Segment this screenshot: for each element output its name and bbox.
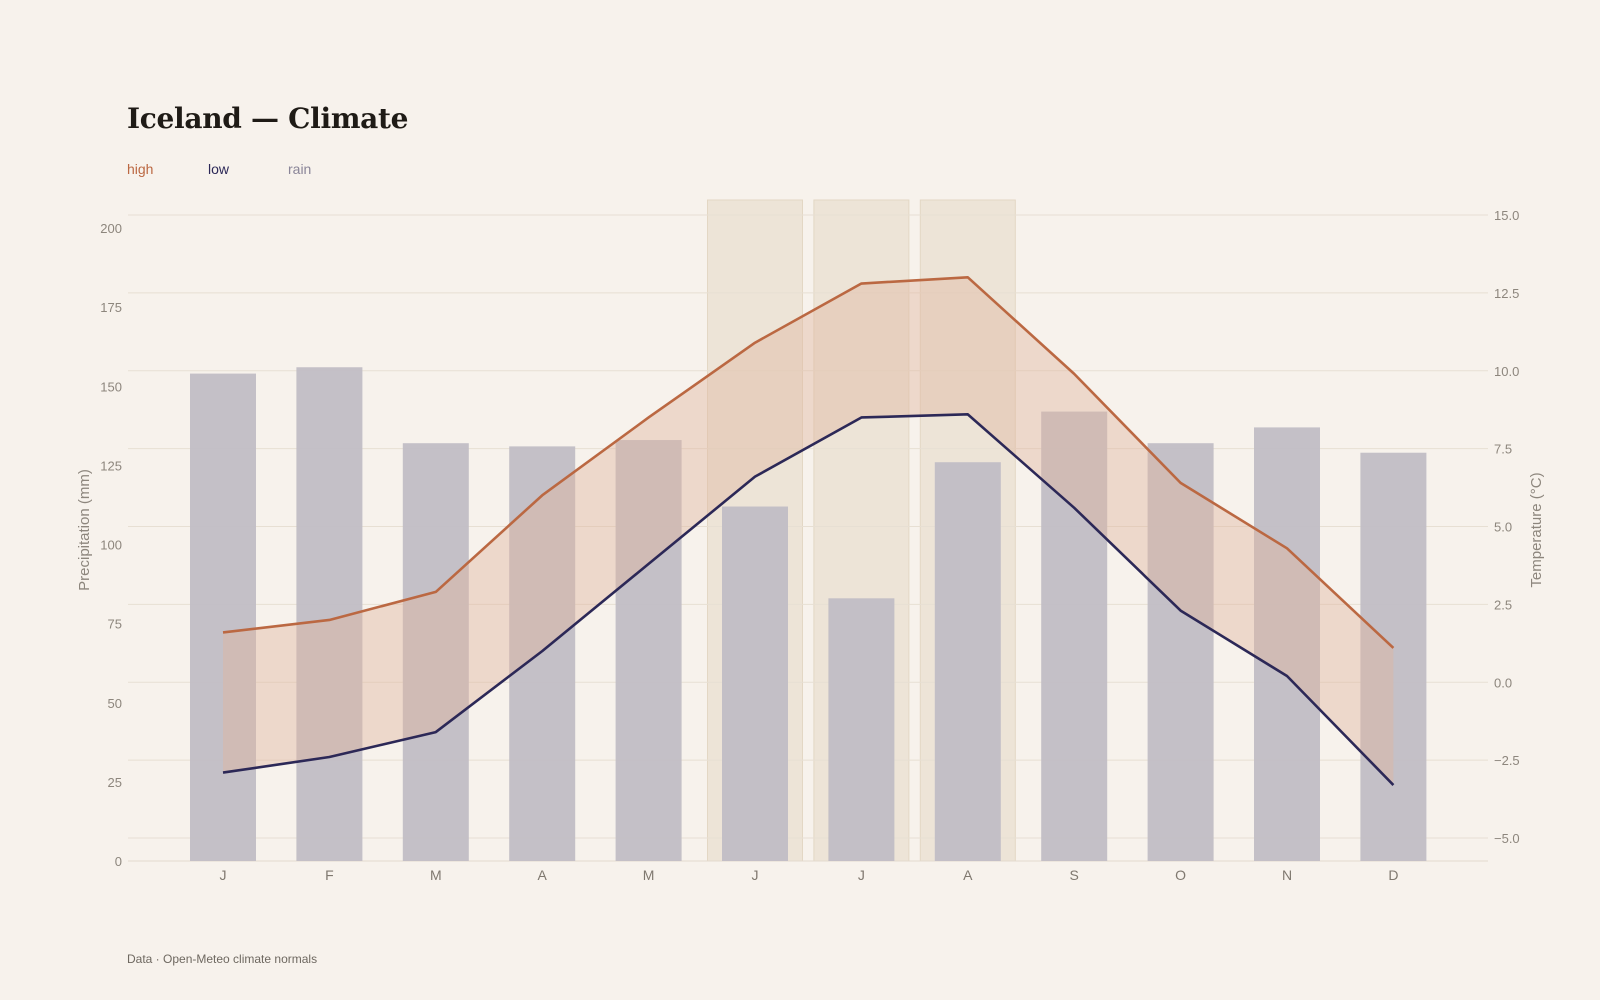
footer-source: Data · Open-Meteo climate normals bbox=[127, 952, 318, 966]
yleft-tick-8: 200 bbox=[100, 221, 122, 236]
x-tick-11: D bbox=[1388, 867, 1398, 883]
yleft-tick-0: 0 bbox=[115, 854, 122, 869]
rain-bar-8 bbox=[1041, 411, 1108, 861]
yright-tick-3: 2.5 bbox=[1494, 597, 1512, 612]
yleft-tick-7: 175 bbox=[100, 300, 122, 315]
yleft-tick-2: 50 bbox=[108, 696, 122, 711]
x-tick-6: J bbox=[858, 867, 865, 883]
x-tick-4: M bbox=[643, 867, 655, 883]
rain-bar-11 bbox=[1360, 452, 1427, 861]
x-tick-3: A bbox=[538, 867, 548, 883]
legend-high: high bbox=[127, 161, 154, 177]
x-tick-1: F bbox=[325, 867, 334, 883]
x-tick-8: S bbox=[1070, 867, 1079, 883]
rain-bar-0 bbox=[190, 373, 256, 861]
yleft-tick-6: 150 bbox=[100, 379, 122, 394]
yright-tick-5: 7.5 bbox=[1494, 442, 1512, 457]
x-tick-7: A bbox=[963, 867, 973, 883]
yright-tick-7: 12.5 bbox=[1494, 286, 1519, 301]
rain-bar-9 bbox=[1147, 443, 1214, 861]
rain-bar-5 bbox=[722, 506, 788, 861]
x-tick-0: J bbox=[220, 867, 227, 883]
x-tick-2: M bbox=[430, 867, 442, 883]
yright-tick-4: 5.0 bbox=[1494, 520, 1512, 535]
rain-bar-6 bbox=[828, 598, 895, 861]
yleft-tick-3: 75 bbox=[108, 617, 122, 632]
rain-bar-10 bbox=[1254, 427, 1320, 861]
yright-tick-1: −2.5 bbox=[1494, 753, 1520, 768]
yright-axis-label: Temperature (°C) bbox=[1528, 472, 1545, 587]
yright-tick-8: 15.0 bbox=[1494, 208, 1519, 223]
yright-tick-2: 0.0 bbox=[1494, 675, 1512, 690]
yleft-tick-5: 125 bbox=[100, 458, 122, 473]
low-line bbox=[222, 413, 1395, 786]
yright-tick-0: −5.0 bbox=[1494, 831, 1520, 846]
x-tick-9: O bbox=[1175, 867, 1186, 883]
rain-bar-2 bbox=[402, 443, 469, 861]
x-tick-10: N bbox=[1282, 867, 1292, 883]
x-tick-5: J bbox=[752, 867, 759, 883]
rain-bar-7 bbox=[934, 462, 1001, 861]
rain-bar-4 bbox=[615, 440, 682, 861]
yleft-tick-4: 100 bbox=[100, 538, 122, 553]
yleft-tick-1: 25 bbox=[108, 775, 122, 790]
yright-tick-6: 10.0 bbox=[1494, 364, 1519, 379]
legend-low: low bbox=[208, 161, 230, 177]
high-line bbox=[222, 276, 1395, 649]
temperature-band bbox=[223, 277, 1394, 786]
legend-rain: rain bbox=[288, 161, 312, 177]
chart-title: Iceland — Climate bbox=[127, 102, 409, 135]
yleft-axis-label: Precipitation (mm) bbox=[76, 469, 93, 591]
